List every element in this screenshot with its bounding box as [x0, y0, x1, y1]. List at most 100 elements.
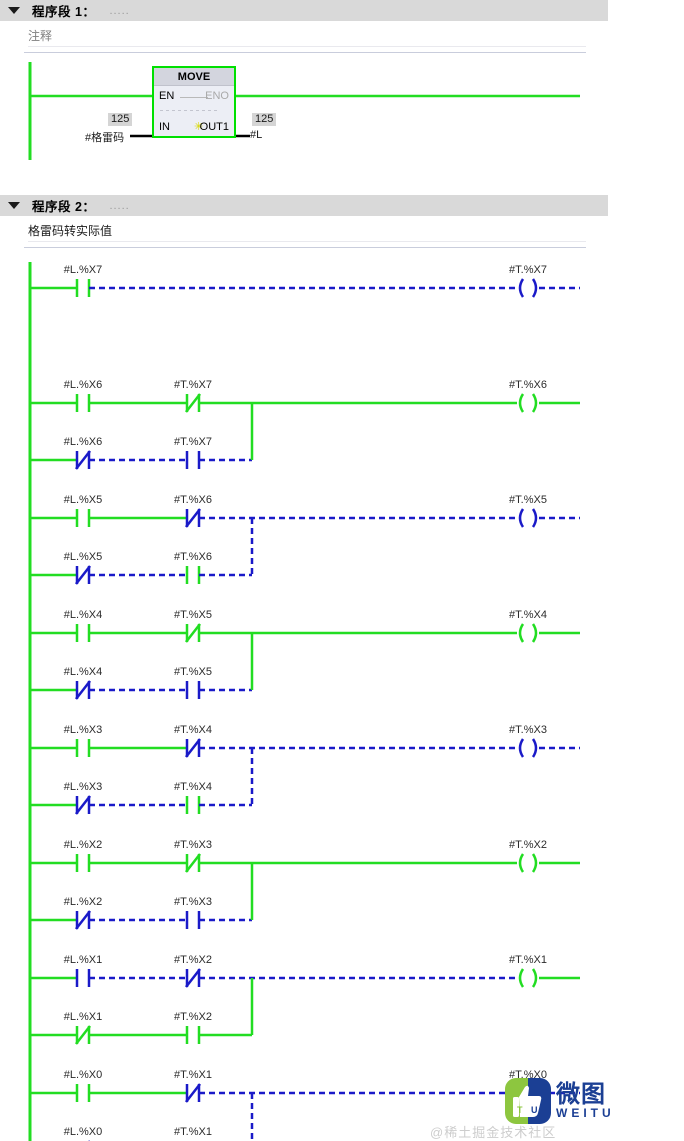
rung-x2-row1-label0[interactable]: #L.%X2: [64, 896, 103, 908]
coil-arc: [518, 508, 525, 528]
rung-x4-row0-contact0[interactable]: [75, 624, 91, 642]
rung-x3-row1-contact1[interactable]: [185, 796, 201, 814]
watermark-subtitle: @稀土掘金技术社区: [430, 1125, 557, 1140]
coil-arc: [518, 738, 525, 758]
coil-arc: [518, 278, 525, 298]
rung-x4-row1-contact1[interactable]: [185, 681, 201, 699]
rung-x7-row0-contact0[interactable]: [75, 279, 91, 297]
network-1-title: 程序段 1：: [32, 5, 96, 19]
rung-x1-coil[interactable]: [518, 968, 538, 988]
move-block[interactable]: MOVE EN ENO IN ✳ OUT1: [152, 66, 236, 138]
rung-x2-row0-contact0[interactable]: [75, 854, 91, 872]
rung-x3-coil[interactable]: [518, 738, 538, 758]
network-2-divider: [24, 247, 586, 248]
rung-x2-row1-contact0[interactable]: [75, 910, 91, 930]
network-1-dots: .....: [109, 4, 130, 17]
coil-arc: [531, 853, 538, 873]
rung-x3-row0-contact1[interactable]: [185, 738, 201, 758]
rung-x2-row0-contact1[interactable]: [185, 853, 201, 873]
rung-x6-row1-contact0[interactable]: [75, 450, 91, 470]
rung-x1-row0-label1[interactable]: #T.%X2: [174, 954, 212, 966]
rung-x6-row1-label0[interactable]: #L.%X6: [64, 436, 103, 448]
rung-x1-row1-contact1[interactable]: [185, 1026, 201, 1044]
move-in-operand[interactable]: #格雷码: [85, 132, 125, 144]
rung-x2-coil[interactable]: [518, 853, 538, 873]
contact-slash: [75, 795, 91, 815]
rung-x1-row1-label0[interactable]: #L.%X1: [64, 1011, 103, 1023]
rung-x6-row0-contact0[interactable]: [75, 394, 91, 412]
rung-x2-row1-label1[interactable]: #T.%X3: [174, 896, 212, 908]
rung-x5-row1-contact0[interactable]: [75, 565, 91, 585]
rung-x5-row0-label0[interactable]: #L.%X5: [64, 494, 103, 506]
rung-x0-row0-label1[interactable]: #T.%X1: [174, 1069, 212, 1081]
rung-x0-row0-contact0[interactable]: [75, 1084, 91, 1102]
rung-x6-row0-label1[interactable]: #T.%X7: [174, 379, 212, 391]
rung-x3-row0-label0[interactable]: #L.%X3: [64, 724, 103, 736]
rung-x2-row0-label1[interactable]: #T.%X3: [174, 839, 212, 851]
rung-x7-coil[interactable]: [518, 278, 538, 298]
rung-x7-coil-label[interactable]: #T.%X7: [509, 264, 547, 276]
watermark-en-text: WEITU: [556, 1105, 615, 1120]
contact-slash: [75, 910, 91, 930]
move-block-title: MOVE: [154, 68, 234, 86]
contact-slash: [185, 508, 201, 528]
contact-slash: [185, 738, 201, 758]
rung-x4-row1-contact0[interactable]: [75, 680, 91, 700]
rung-x2-coil-label[interactable]: #T.%X2: [509, 839, 547, 851]
rung-x5-row0-contact1[interactable]: [185, 508, 201, 528]
rung-x1-row0-contact0[interactable]: [75, 969, 91, 987]
rung-x6-row0-label0[interactable]: #L.%X6: [64, 379, 103, 391]
collapse-triangle-icon[interactable]: [8, 7, 20, 14]
rung-x7-row0-label0[interactable]: #L.%X7: [64, 264, 103, 276]
rung-x1-row1-label1[interactable]: #T.%X2: [174, 1011, 212, 1023]
rung-x5-coil-label[interactable]: #T.%X5: [509, 494, 547, 506]
move-separator-dashes: [160, 110, 220, 111]
rung-x3-row0-contact0[interactable]: [75, 739, 91, 757]
contact-slash: [75, 565, 91, 585]
move-out-operand[interactable]: #L: [250, 129, 263, 141]
rung-x4-row0-label1[interactable]: #T.%X5: [174, 609, 212, 621]
rung-x3-coil-label[interactable]: #T.%X3: [509, 724, 547, 736]
rung-x5-coil[interactable]: [518, 508, 538, 528]
network-2-header[interactable]: 程序段 2： .....: [0, 195, 608, 216]
rung-x2-row1-contact1[interactable]: [185, 911, 201, 929]
network-1-header[interactable]: 程序段 1： .....: [0, 0, 608, 21]
rung-x6-row1-contact1[interactable]: [185, 451, 201, 469]
rung-x4-row0-contact1[interactable]: [185, 623, 201, 643]
rung-x1-coil-label[interactable]: #T.%X1: [509, 954, 547, 966]
collapse-triangle-icon-2[interactable]: [8, 202, 20, 209]
network-1-comment-row[interactable]: 注释: [28, 24, 586, 47]
rung-x3-row1-label1[interactable]: #T.%X4: [174, 781, 212, 793]
rung-x3-row1-label0[interactable]: #L.%X3: [64, 781, 103, 793]
rung-x1-row1-contact0[interactable]: [75, 1025, 91, 1045]
rung-x5-row1-label1[interactable]: #T.%X6: [174, 551, 212, 563]
rung-x4-coil[interactable]: [518, 623, 538, 643]
rung-x4-coil-label[interactable]: #T.%X4: [509, 609, 547, 621]
rung-x0-row1-label0[interactable]: #L.%X0: [64, 1126, 103, 1138]
rung-x4-row1-label1[interactable]: #T.%X5: [174, 666, 212, 678]
rung-x3-row1-contact0[interactable]: [75, 795, 91, 815]
rung-x3-row0-label1[interactable]: #T.%X4: [174, 724, 212, 736]
rung-x5-row1-contact1[interactable]: [185, 566, 201, 584]
rung-x1-row0-contact1[interactable]: [185, 968, 201, 988]
rung-x0-row1-label1[interactable]: #T.%X1: [174, 1126, 212, 1138]
coil-arc: [531, 278, 538, 298]
rung-x4-row1-label0[interactable]: #L.%X4: [64, 666, 103, 678]
rung-x1-row0-label0[interactable]: #L.%X1: [64, 954, 103, 966]
rung-x0-row0-contact1[interactable]: [185, 1083, 201, 1103]
contact-slash: [185, 853, 201, 873]
rung-x0-row0-label0[interactable]: #L.%X0: [64, 1069, 103, 1081]
rung-x6-row1-label1[interactable]: #T.%X7: [174, 436, 212, 448]
rung-x6-coil[interactable]: [518, 393, 538, 413]
svg-text:U: U: [531, 1105, 538, 1115]
move-en-eno-line: [180, 97, 208, 98]
rung-x6-row0-contact1[interactable]: [185, 393, 201, 413]
rung-x6-coil-label[interactable]: #T.%X6: [509, 379, 547, 391]
rung-x5-row0-label1[interactable]: #T.%X6: [174, 494, 212, 506]
thumbs-up-icon: T U: [513, 1085, 542, 1117]
rung-x5-row1-label0[interactable]: #L.%X5: [64, 551, 103, 563]
network-2-comment-row[interactable]: 格雷码转实际值: [28, 219, 586, 242]
rung-x5-row0-contact0[interactable]: [75, 509, 91, 527]
rung-x2-row0-label0[interactable]: #L.%X2: [64, 839, 103, 851]
rung-x4-row0-label0[interactable]: #L.%X4: [64, 609, 103, 621]
